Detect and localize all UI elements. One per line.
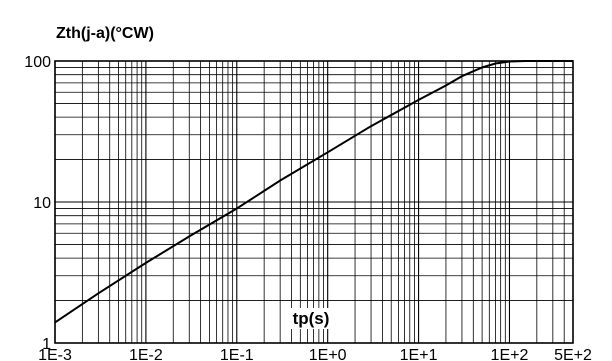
series-line — [54, 60, 573, 324]
x-tick-label: 1E-1 — [220, 347, 254, 361]
x-axis-label: tp(s) — [293, 309, 330, 328]
y-tick-labels: 1 10 100 — [24, 54, 51, 353]
x-axis-label-background — [288, 308, 334, 329]
y-tick-label: 100 — [24, 54, 51, 71]
x-tick-label: 5E+2 — [554, 347, 592, 361]
x-tick-label: 1E+2 — [491, 347, 529, 361]
x-tick-label: 1E-3 — [38, 347, 72, 361]
y-tick-label: 1 — [42, 336, 51, 353]
x-tick-label: 1E+1 — [400, 347, 438, 361]
x-tick-labels: 1E-3 1E-2 1E-1 1E+0 1E+1 1E+2 5E+2 — [38, 347, 592, 361]
grid-lines — [54, 61, 574, 344]
y-axis-label: Zth(j-a)(°CW) — [56, 25, 154, 42]
y-tick-label: 10 — [33, 195, 51, 212]
x-tick-label: 1E+0 — [309, 347, 347, 361]
x-tick-label: 1E-2 — [129, 347, 163, 361]
plot-frame — [54, 60, 574, 344]
